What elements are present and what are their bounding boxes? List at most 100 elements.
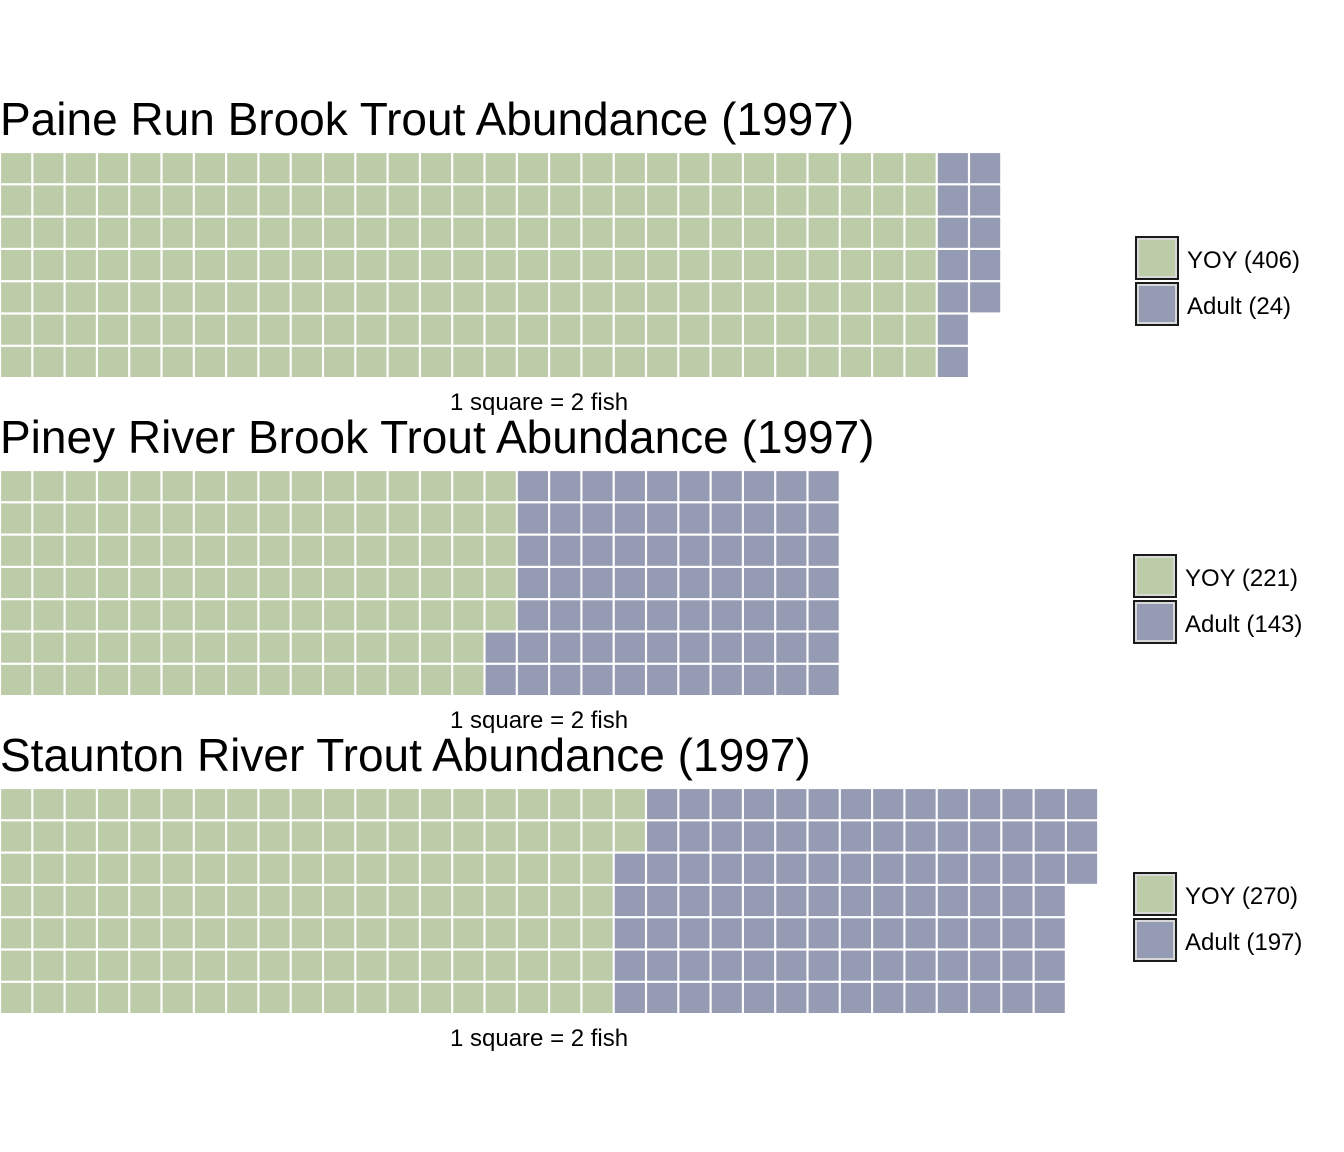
waffle-square-yoy <box>130 314 161 345</box>
waffle-square-yoy <box>421 982 452 1013</box>
waffle-square-yoy <box>291 282 322 313</box>
waffle-square-yoy <box>33 853 64 884</box>
waffle-square-yoy <box>162 600 193 631</box>
waffle-square-yoy <box>582 821 613 852</box>
waffle-square-adult <box>647 664 678 695</box>
waffle-square-yoy <box>840 153 871 184</box>
waffle-square-yoy <box>259 471 290 502</box>
chart-title: Piney River Brook Trout Abundance (1997) <box>0 411 875 463</box>
waffle-square-adult <box>679 664 710 695</box>
waffle-square-yoy <box>324 821 355 852</box>
waffle-square-yoy <box>194 853 225 884</box>
waffle-square-yoy <box>388 346 419 377</box>
waffle-square-yoy <box>130 982 161 1013</box>
waffle-square-yoy <box>130 153 161 184</box>
waffle-square-yoy <box>194 886 225 917</box>
waffle-square-adult <box>614 568 645 599</box>
waffle-square-adult <box>711 821 742 852</box>
waffle-square-adult <box>517 471 548 502</box>
waffle-square-yoy <box>33 250 64 281</box>
waffle-square-yoy <box>421 346 452 377</box>
waffle-square-yoy <box>98 982 129 1013</box>
waffle-square-yoy <box>194 632 225 663</box>
waffle-square-yoy <box>453 789 484 820</box>
waffle-square-yoy <box>808 217 839 248</box>
waffle-panel-piney-river: Piney River Brook Trout Abundance (1997)… <box>0 408 1344 738</box>
waffle-square-adult <box>937 918 968 949</box>
waffle-square-yoy <box>485 789 516 820</box>
waffle-square-yoy <box>65 600 96 631</box>
waffle-square-yoy <box>33 950 64 981</box>
waffle-square-yoy <box>162 853 193 884</box>
waffle-square-adult <box>582 535 613 566</box>
waffle-square-yoy <box>453 664 484 695</box>
waffle-square-adult <box>1034 918 1065 949</box>
waffle-square-yoy <box>614 217 645 248</box>
waffle-square-yoy <box>130 950 161 981</box>
waffle-square-yoy <box>65 886 96 917</box>
waffle-square-yoy <box>162 185 193 216</box>
waffle-square-yoy <box>453 568 484 599</box>
waffle-square-yoy <box>65 282 96 313</box>
waffle-square-yoy <box>291 153 322 184</box>
waffle-square-adult <box>614 471 645 502</box>
waffle-square-yoy <box>162 664 193 695</box>
waffle-square-yoy <box>550 789 581 820</box>
waffle-square-adult <box>679 471 710 502</box>
waffle-square-yoy <box>711 314 742 345</box>
waffle-square-yoy <box>324 471 355 502</box>
waffle-square-yoy <box>517 282 548 313</box>
waffle-square-yoy <box>65 471 96 502</box>
waffle-square-adult <box>1002 950 1033 981</box>
waffle-square-yoy <box>130 789 161 820</box>
waffle-square-adult <box>614 664 645 695</box>
chart-caption: 1 square = 2 fish <box>450 389 629 416</box>
waffle-square-yoy <box>517 789 548 820</box>
waffle-square-yoy <box>582 950 613 981</box>
waffle-square-yoy <box>453 918 484 949</box>
legend-label-yoy: YOY (406) <box>1187 247 1300 274</box>
waffle-square-yoy <box>582 982 613 1013</box>
waffle-square-yoy <box>517 982 548 1013</box>
waffle-square-yoy <box>98 346 129 377</box>
waffle-square-yoy <box>776 153 807 184</box>
waffle-square-yoy <box>1 282 32 313</box>
waffle-square-adult <box>517 503 548 534</box>
waffle-square-yoy <box>711 185 742 216</box>
waffle-square-yoy <box>65 918 96 949</box>
waffle-square-yoy <box>421 821 452 852</box>
waffle-square-adult <box>679 568 710 599</box>
waffle-square-yoy <box>905 346 936 377</box>
waffle-square-yoy <box>227 982 258 1013</box>
waffle-square-adult <box>679 821 710 852</box>
waffle-square-yoy <box>356 664 387 695</box>
waffle-square-adult <box>937 282 968 313</box>
waffle-square-yoy <box>162 535 193 566</box>
waffle-square-yoy <box>291 600 322 631</box>
waffle-square-adult <box>937 185 968 216</box>
waffle-square-yoy <box>582 789 613 820</box>
waffle-square-yoy <box>840 217 871 248</box>
waffle-square-yoy <box>388 632 419 663</box>
waffle-square-yoy <box>614 153 645 184</box>
waffle-square-adult <box>937 853 968 884</box>
waffle-square-yoy <box>194 789 225 820</box>
waffle-square-adult <box>744 632 775 663</box>
waffle-square-yoy <box>194 821 225 852</box>
waffle-square-adult <box>647 789 678 820</box>
waffle-square-yoy <box>194 471 225 502</box>
waffle-square-adult <box>1002 982 1033 1013</box>
waffle-square-yoy <box>162 217 193 248</box>
waffle-square-yoy <box>421 153 452 184</box>
waffle-square-yoy <box>388 185 419 216</box>
waffle-square-yoy <box>65 503 96 534</box>
waffle-square-yoy <box>324 600 355 631</box>
waffle-square-yoy <box>98 821 129 852</box>
waffle-square-yoy <box>194 346 225 377</box>
waffle-square-adult <box>711 789 742 820</box>
waffle-square-adult <box>485 664 516 695</box>
waffle-square-yoy <box>259 950 290 981</box>
waffle-square-yoy <box>647 250 678 281</box>
waffle-square-adult <box>744 503 775 534</box>
waffle-square-yoy <box>33 918 64 949</box>
